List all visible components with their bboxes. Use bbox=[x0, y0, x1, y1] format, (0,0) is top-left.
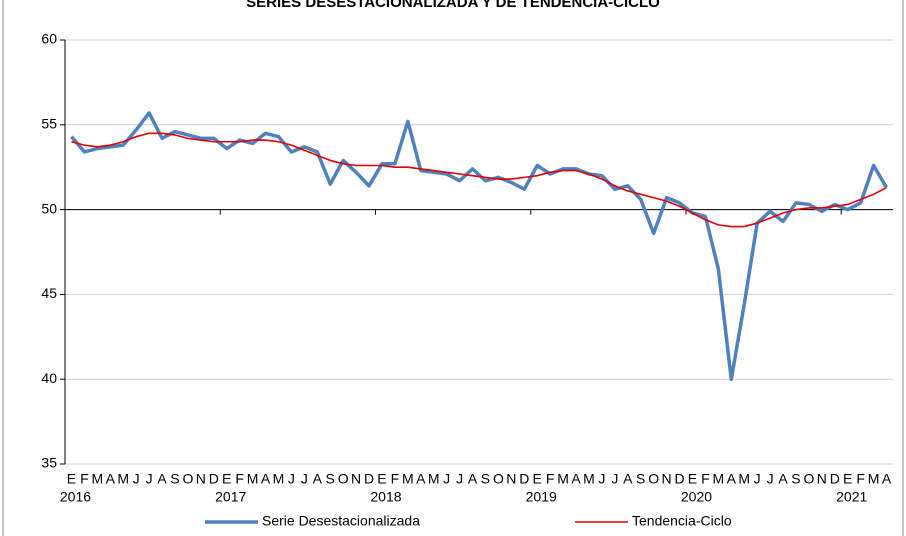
x-tick-label: E bbox=[222, 471, 231, 487]
x-tick-label: D bbox=[830, 471, 840, 487]
x-year-label: 2020 bbox=[681, 489, 712, 505]
x-year-label: 2019 bbox=[526, 489, 557, 505]
x-tick-label: N bbox=[351, 471, 361, 487]
y-tick-label: 50 bbox=[41, 200, 57, 216]
x-tick-label: A bbox=[778, 471, 788, 487]
x-tick-label: S bbox=[170, 471, 179, 487]
x-tick-label: M bbox=[92, 471, 104, 487]
x-year-label: 2021 bbox=[836, 489, 867, 505]
y-tick-label: 60 bbox=[41, 31, 57, 47]
x-tick-label: F bbox=[701, 471, 710, 487]
x-tick-label: M bbox=[738, 471, 750, 487]
x-tick-label: N bbox=[817, 471, 827, 487]
x-tick-label: A bbox=[313, 471, 323, 487]
x-year-label: 2018 bbox=[370, 489, 401, 505]
x-tick-label: A bbox=[416, 471, 426, 487]
x-tick-label: O bbox=[338, 471, 349, 487]
x-tick-label: N bbox=[506, 471, 516, 487]
series-line bbox=[71, 132, 887, 228]
x-tick-label: J bbox=[146, 471, 153, 487]
x-tick-label: O bbox=[648, 471, 659, 487]
x-tick-label: A bbox=[468, 471, 478, 487]
x-tick-label: M bbox=[868, 471, 880, 487]
y-tick-label: 55 bbox=[41, 116, 57, 132]
series-line bbox=[70, 111, 889, 381]
x-tick-label: E bbox=[67, 471, 76, 487]
x-tick-label: S bbox=[481, 471, 490, 487]
x-tick-label: N bbox=[196, 471, 206, 487]
x-tick-label: F bbox=[856, 471, 865, 487]
x-tick-label: E bbox=[377, 471, 386, 487]
x-tick-label: A bbox=[882, 471, 892, 487]
x-tick-label: E bbox=[533, 471, 542, 487]
x-tick-label: J bbox=[598, 471, 605, 487]
y-tick-label: 40 bbox=[41, 370, 57, 386]
x-tick-label: J bbox=[754, 471, 761, 487]
legend-label: Serie Desestacionalizada bbox=[262, 513, 420, 529]
x-tick-label: J bbox=[133, 471, 140, 487]
x-tick-label: N bbox=[662, 471, 672, 487]
x-tick-label: D bbox=[519, 471, 529, 487]
y-tick-label: 45 bbox=[41, 285, 57, 301]
x-tick-label: A bbox=[261, 471, 271, 487]
x-tick-label: D bbox=[209, 471, 219, 487]
x-tick-label: S bbox=[791, 471, 800, 487]
x-tick-label: M bbox=[117, 471, 129, 487]
x-tick-label: A bbox=[623, 471, 633, 487]
x-tick-label: M bbox=[583, 471, 595, 487]
x-tick-label: J bbox=[767, 471, 774, 487]
x-tick-label: M bbox=[713, 471, 725, 487]
x-tick-label: J bbox=[288, 471, 295, 487]
x-tick-label: A bbox=[727, 471, 737, 487]
x-tick-label: M bbox=[402, 471, 414, 487]
x-tick-label: A bbox=[571, 471, 581, 487]
x-tick-label: S bbox=[326, 471, 335, 487]
x-tick-label: J bbox=[456, 471, 463, 487]
y-tick-label: 35 bbox=[41, 455, 57, 471]
x-tick-label: S bbox=[636, 471, 645, 487]
x-tick-label: M bbox=[557, 471, 569, 487]
x-tick-label: O bbox=[493, 471, 504, 487]
x-year-label: 2016 bbox=[60, 489, 91, 505]
legend-label: Tendencia-Ciclo bbox=[632, 513, 732, 529]
x-tick-label: E bbox=[843, 471, 852, 487]
x-tick-label: J bbox=[301, 471, 308, 487]
x-tick-label: A bbox=[106, 471, 116, 487]
x-tick-label: J bbox=[611, 471, 618, 487]
x-tick-label: M bbox=[428, 471, 440, 487]
x-tick-label: F bbox=[546, 471, 555, 487]
x-year-label: 2017 bbox=[215, 489, 246, 505]
x-tick-label: F bbox=[80, 471, 89, 487]
x-tick-label: E bbox=[688, 471, 697, 487]
x-tick-label: M bbox=[247, 471, 259, 487]
x-tick-label: A bbox=[157, 471, 167, 487]
x-tick-label: D bbox=[364, 471, 374, 487]
x-tick-label: J bbox=[443, 471, 450, 487]
x-tick-label: D bbox=[674, 471, 684, 487]
x-tick-label: F bbox=[391, 471, 400, 487]
x-tick-label: M bbox=[273, 471, 285, 487]
x-tick-label: F bbox=[235, 471, 244, 487]
x-tick-label: O bbox=[182, 471, 193, 487]
chart-title: SERIES DESESTACIONALIZADA Y DE TENDENCIA… bbox=[246, 0, 660, 11]
x-tick-label: O bbox=[803, 471, 814, 487]
